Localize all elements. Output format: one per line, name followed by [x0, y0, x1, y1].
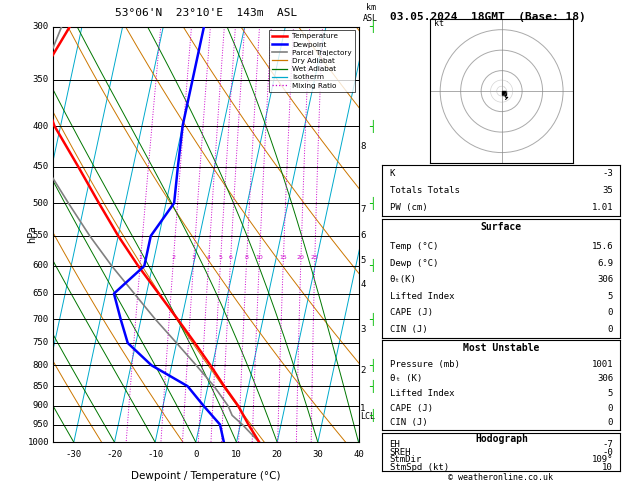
Text: ┤: ┤	[369, 409, 376, 422]
Text: 0: 0	[608, 403, 613, 413]
Text: θₜ(K): θₜ(K)	[389, 275, 416, 284]
Text: 15.6: 15.6	[591, 242, 613, 251]
Text: 8: 8	[245, 255, 248, 260]
Text: Hodograph: Hodograph	[475, 434, 528, 444]
Text: -20: -20	[106, 450, 123, 459]
Text: 2: 2	[171, 255, 175, 260]
Text: -10: -10	[147, 450, 163, 459]
Text: 7: 7	[360, 205, 365, 214]
Text: 400: 400	[33, 122, 49, 131]
Text: Dewp (°C): Dewp (°C)	[389, 259, 438, 268]
Text: 600: 600	[33, 261, 49, 270]
Text: CAPE (J): CAPE (J)	[389, 308, 433, 317]
Text: 4: 4	[207, 255, 211, 260]
Text: 3: 3	[360, 325, 365, 334]
Text: 1000: 1000	[28, 438, 49, 447]
Text: ┤: ┤	[369, 380, 376, 393]
Text: 950: 950	[33, 420, 49, 429]
Text: 5: 5	[608, 292, 613, 301]
Text: 20: 20	[272, 450, 282, 459]
Text: ┤: ┤	[369, 312, 376, 326]
Text: 500: 500	[33, 199, 49, 208]
Text: 450: 450	[33, 162, 49, 171]
Text: PW (cm): PW (cm)	[389, 203, 427, 212]
Text: hPa: hPa	[27, 226, 37, 243]
Text: 1: 1	[360, 404, 365, 413]
Text: 0: 0	[608, 418, 613, 427]
Text: 0: 0	[608, 325, 613, 334]
Text: EH: EH	[389, 440, 400, 449]
Text: 1.01: 1.01	[591, 203, 613, 212]
Text: 20: 20	[297, 255, 305, 260]
Text: 300: 300	[33, 22, 49, 31]
Text: 4: 4	[360, 280, 365, 290]
Text: 850: 850	[33, 382, 49, 391]
Text: 550: 550	[33, 231, 49, 241]
Text: Dewpoint / Temperature (°C): Dewpoint / Temperature (°C)	[131, 471, 281, 481]
Text: 5: 5	[360, 256, 365, 265]
Text: -7: -7	[603, 440, 613, 449]
Text: SREH: SREH	[389, 448, 411, 457]
Text: Lifted Index: Lifted Index	[389, 292, 454, 301]
Text: ┤: ┤	[369, 196, 376, 209]
Text: 10: 10	[255, 255, 264, 260]
Text: 900: 900	[33, 401, 49, 410]
Text: 0: 0	[193, 450, 199, 459]
Text: 10: 10	[603, 463, 613, 472]
Text: -3: -3	[603, 169, 613, 178]
Text: 40: 40	[353, 450, 364, 459]
Text: 15: 15	[279, 255, 287, 260]
Text: 306: 306	[597, 275, 613, 284]
Text: 03.05.2024  18GMT  (Base: 18): 03.05.2024 18GMT (Base: 18)	[389, 12, 586, 22]
Text: 1: 1	[138, 255, 142, 260]
Text: 350: 350	[33, 75, 49, 85]
Text: Temp (°C): Temp (°C)	[389, 242, 438, 251]
Text: 10: 10	[231, 450, 242, 459]
Text: Pressure (mb): Pressure (mb)	[389, 360, 459, 368]
Text: 650: 650	[33, 289, 49, 298]
Text: LCL: LCL	[360, 412, 375, 420]
Text: 5: 5	[219, 255, 223, 260]
Text: 1001: 1001	[591, 360, 613, 368]
Text: 750: 750	[33, 338, 49, 347]
Text: 53°06'N  23°10'E  143m  ASL: 53°06'N 23°10'E 143m ASL	[115, 8, 297, 18]
Text: ┤: ┤	[369, 120, 376, 133]
Text: 5: 5	[608, 389, 613, 398]
Text: 306: 306	[597, 374, 613, 383]
Text: CAPE (J): CAPE (J)	[389, 403, 433, 413]
Text: 3: 3	[192, 255, 196, 260]
Text: K: K	[389, 169, 395, 178]
Text: -0: -0	[603, 448, 613, 457]
Text: km
ASL: km ASL	[363, 3, 378, 22]
Text: 30: 30	[313, 450, 323, 459]
Text: ┤: ┤	[369, 20, 376, 33]
Text: Totals Totals: Totals Totals	[389, 186, 459, 195]
Text: 0: 0	[608, 308, 613, 317]
Text: © weatheronline.co.uk: © weatheronline.co.uk	[448, 473, 552, 482]
Text: ┤: ┤	[369, 359, 376, 372]
Text: 700: 700	[33, 314, 49, 324]
Text: 6.9: 6.9	[597, 259, 613, 268]
Legend: Temperature, Dewpoint, Parcel Trajectory, Dry Adiabat, Wet Adiabat, Isotherm, Mi: Temperature, Dewpoint, Parcel Trajectory…	[269, 30, 355, 91]
Text: 800: 800	[33, 361, 49, 370]
Text: 6: 6	[360, 231, 365, 240]
Text: -30: -30	[66, 450, 82, 459]
Text: 109°: 109°	[591, 455, 613, 465]
Text: 8: 8	[360, 141, 365, 151]
Text: StmDir: StmDir	[389, 455, 422, 465]
Text: 35: 35	[603, 186, 613, 195]
Text: ┤: ┤	[369, 260, 376, 273]
Text: θₜ (K): θₜ (K)	[389, 374, 422, 383]
Text: Most Unstable: Most Unstable	[463, 343, 540, 353]
Text: kt: kt	[434, 18, 444, 28]
Text: CIN (J): CIN (J)	[389, 325, 427, 334]
Text: 6: 6	[228, 255, 233, 260]
Text: CIN (J): CIN (J)	[389, 418, 427, 427]
Text: Lifted Index: Lifted Index	[389, 389, 454, 398]
Text: Surface: Surface	[481, 222, 522, 232]
Text: 2: 2	[360, 366, 365, 375]
Text: 25: 25	[311, 255, 319, 260]
Text: StmSpd (kt): StmSpd (kt)	[389, 463, 448, 472]
